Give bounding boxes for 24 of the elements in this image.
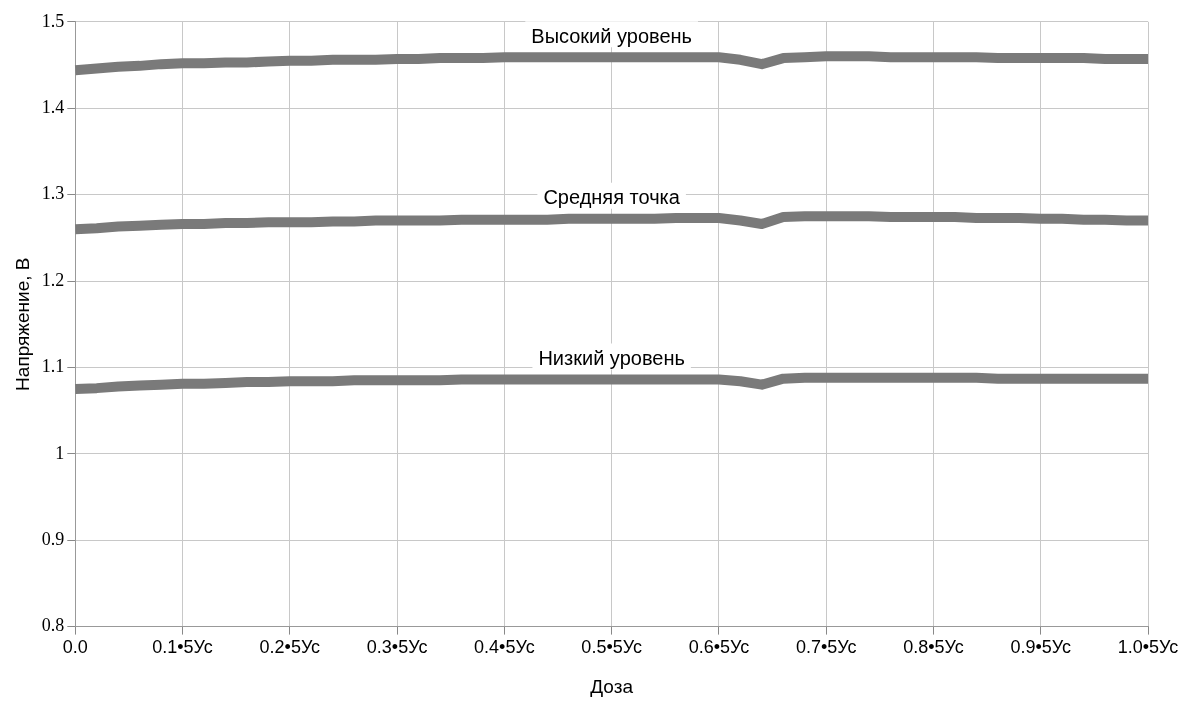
- y-tick-label: 1.3: [41, 183, 65, 204]
- y-tick-label: 1: [55, 442, 65, 463]
- x-tick-label: 0.4•5Ус: [474, 637, 535, 658]
- x-tick-label: 1.0•5Ус: [1117, 637, 1179, 658]
- y-tick-label: 0.9: [41, 528, 65, 549]
- y-tick-label: 1.4: [41, 96, 65, 117]
- x-tick-label: 0.5•5Ус: [581, 637, 642, 658]
- x-tick-label: 0.0: [62, 637, 88, 658]
- series-label: Низкий уровень: [538, 347, 685, 370]
- x-tick-label: 0.2•5Ус: [259, 637, 321, 658]
- x-tick-label: 0.3•5Ус: [366, 637, 428, 658]
- y-tick-label: 1.1: [41, 356, 65, 377]
- x-tick-label: 0.6•5Ус: [688, 637, 750, 658]
- x-tick-label: 0.1•5Ус: [152, 637, 213, 658]
- x-axis-title: Доза: [590, 675, 634, 697]
- series-label: Средняя точка: [543, 186, 681, 209]
- y-tick-label: 0.8: [41, 615, 65, 636]
- y-axis-title: Напряжение, В: [11, 257, 33, 391]
- x-tick-label: 0.9•5Ус: [1010, 637, 1072, 658]
- x-tick-label: 0.7•5Ус: [795, 637, 857, 658]
- y-tick-label: 1.2: [41, 269, 65, 290]
- series-label: Высокий уровень: [531, 24, 693, 47]
- x-tick-label: 0.8•5Ус: [903, 637, 964, 658]
- y-tick-label: 1.5: [41, 10, 65, 31]
